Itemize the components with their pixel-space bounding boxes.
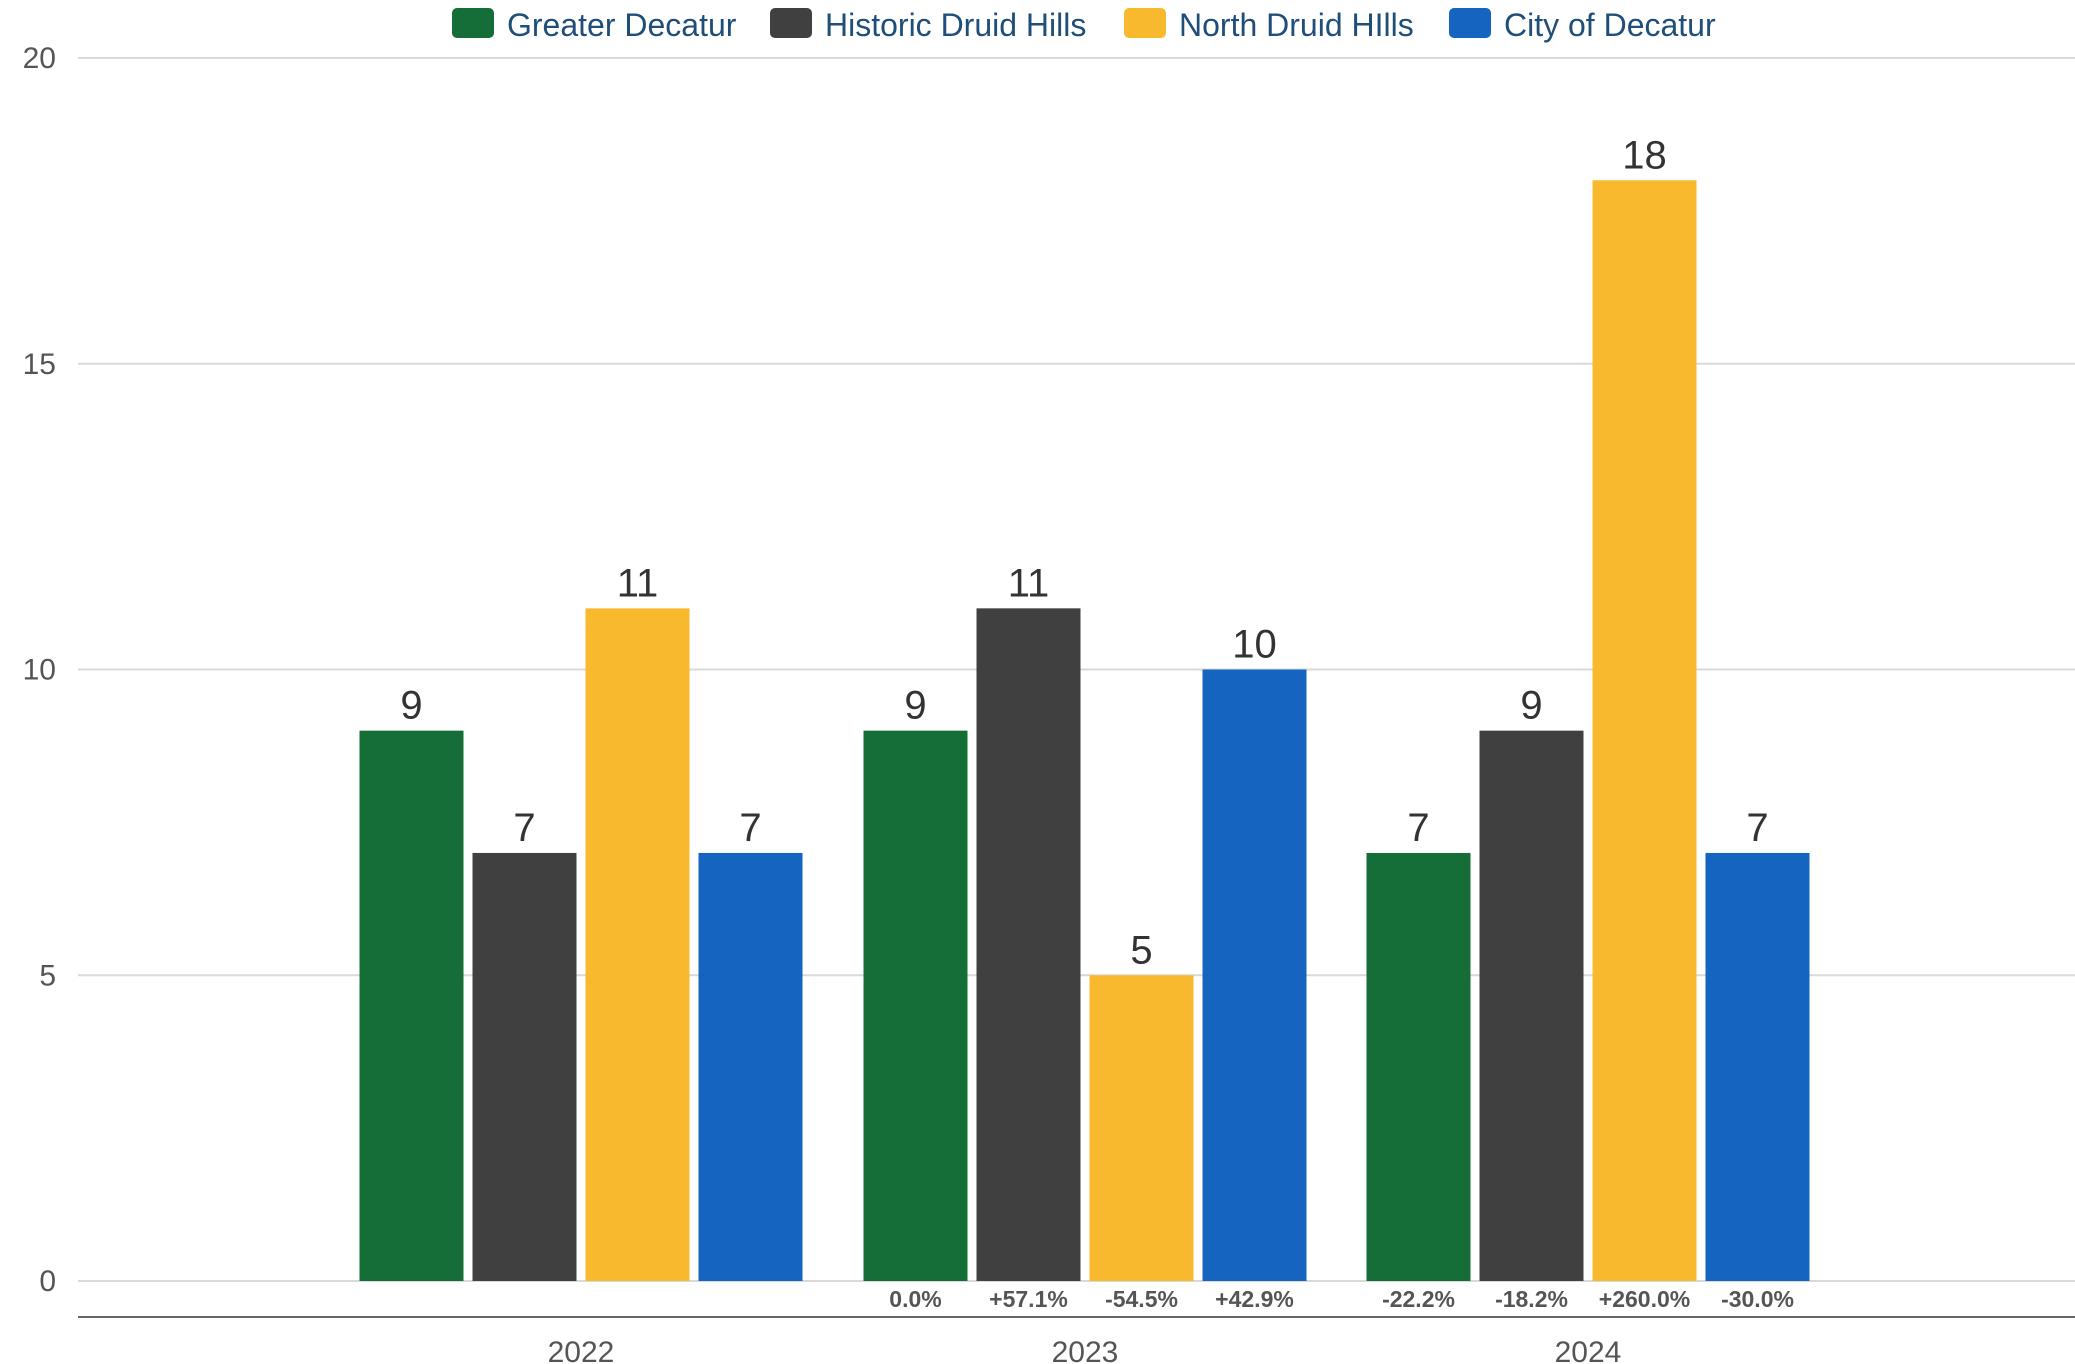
- y-tick-label-20: 20: [23, 42, 56, 75]
- change-label-historic-druid-hills-2023: +57.1%: [989, 1286, 1068, 1312]
- bar-city-of-decatur-2024: [1705, 852, 1810, 1281]
- legend-swatch: [452, 8, 494, 38]
- change-label-north-druid-hills-2024: +260.0%: [1599, 1286, 1690, 1312]
- data-label-historic-druid-hills-2023: 11: [1008, 561, 1050, 605]
- legend-item-greater-decatur: Greater Decatur: [452, 7, 737, 43]
- data-label-city-of-decatur-2024: 7: [1746, 806, 1768, 850]
- change-label-city-of-decatur-2024: -30.0%: [1721, 1286, 1794, 1312]
- y-tick-label-5: 5: [39, 959, 56, 992]
- bar-greater-decatur-2024: [1366, 852, 1471, 1281]
- x-tick-label-2024: 2024: [1555, 1336, 1622, 1364]
- legend-item-historic-druid-hills: Historic Druid Hills: [770, 7, 1086, 43]
- data-label-historic-druid-hills-2024: 9: [1520, 684, 1542, 728]
- legend-swatch: [1124, 8, 1166, 38]
- data-label-north-druid-hills-2024: 18: [1622, 133, 1667, 177]
- x-tick-label-2022: 2022: [548, 1336, 615, 1364]
- change-label-greater-decatur-2024: -22.2%: [1382, 1286, 1455, 1312]
- change-label-historic-druid-hills-2024: -18.2%: [1495, 1286, 1568, 1312]
- data-label-north-druid-hills-2022: 11: [617, 561, 659, 605]
- bar-north-druid-hills-2023: [1089, 975, 1194, 1281]
- change-label-greater-decatur-2023: 0.0%: [889, 1286, 941, 1312]
- data-label-north-druid-hills-2023: 5: [1130, 928, 1152, 972]
- y-tick-label-10: 10: [23, 654, 56, 687]
- data-label-greater-decatur-2022: 9: [400, 684, 422, 728]
- legend-label: North Druid HIlls: [1179, 7, 1414, 43]
- data-label-historic-druid-hills-2022: 7: [513, 806, 535, 850]
- legend-label: Greater Decatur: [507, 7, 737, 43]
- bar-city-of-decatur-2022: [698, 852, 803, 1281]
- data-label-greater-decatur-2023: 9: [904, 684, 926, 728]
- x-tick-label-2023: 2023: [1052, 1336, 1119, 1364]
- bars: [359, 180, 1810, 1281]
- bar-greater-decatur-2022: [359, 730, 464, 1281]
- y-tick-label-0: 0: [39, 1265, 56, 1298]
- bar-north-druid-hills-2024: [1592, 180, 1697, 1281]
- legend-swatch: [770, 8, 812, 38]
- bar-greater-decatur-2023: [863, 730, 968, 1281]
- bar-historic-druid-hills-2022: [472, 852, 577, 1281]
- data-label-city-of-decatur-2022: 7: [739, 806, 761, 850]
- change-label-north-druid-hills-2023: -54.5%: [1105, 1286, 1178, 1312]
- x-axis: 2022 2023 2024: [78, 1316, 2075, 1364]
- y-axis: 0 5 10 15 20: [23, 42, 56, 1298]
- legend-swatch: [1449, 8, 1491, 38]
- legend-item-city-of-decatur: City of Decatur: [1449, 7, 1716, 43]
- value-labels: 9 9 7 7 11 9 11 5 18 7 10 7: [400, 133, 1768, 972]
- y-tick-label-15: 15: [23, 348, 56, 381]
- change-labels: 0.0% -22.2% +57.1% -18.2% -54.5% +260.0% +42.9…: [889, 1286, 1794, 1312]
- bar-historic-druid-hills-2024: [1479, 730, 1584, 1281]
- bar-historic-druid-hills-2023: [976, 608, 1081, 1281]
- data-label-city-of-decatur-2023: 10: [1232, 623, 1277, 667]
- bar-city-of-decatur-2023: [1202, 669, 1307, 1281]
- legend-label: Historic Druid Hills: [825, 7, 1086, 43]
- legend: Greater Decatur Historic Druid Hills North…: [452, 7, 1716, 43]
- legend-label: City of Decatur: [1504, 7, 1716, 43]
- bar-north-druid-hills-2022: [585, 608, 690, 1281]
- change-label-city-of-decatur-2023: +42.9%: [1215, 1286, 1294, 1312]
- legend-item-north-druid-hills: North Druid HIlls: [1124, 7, 1414, 43]
- data-label-greater-decatur-2024: 7: [1407, 806, 1429, 850]
